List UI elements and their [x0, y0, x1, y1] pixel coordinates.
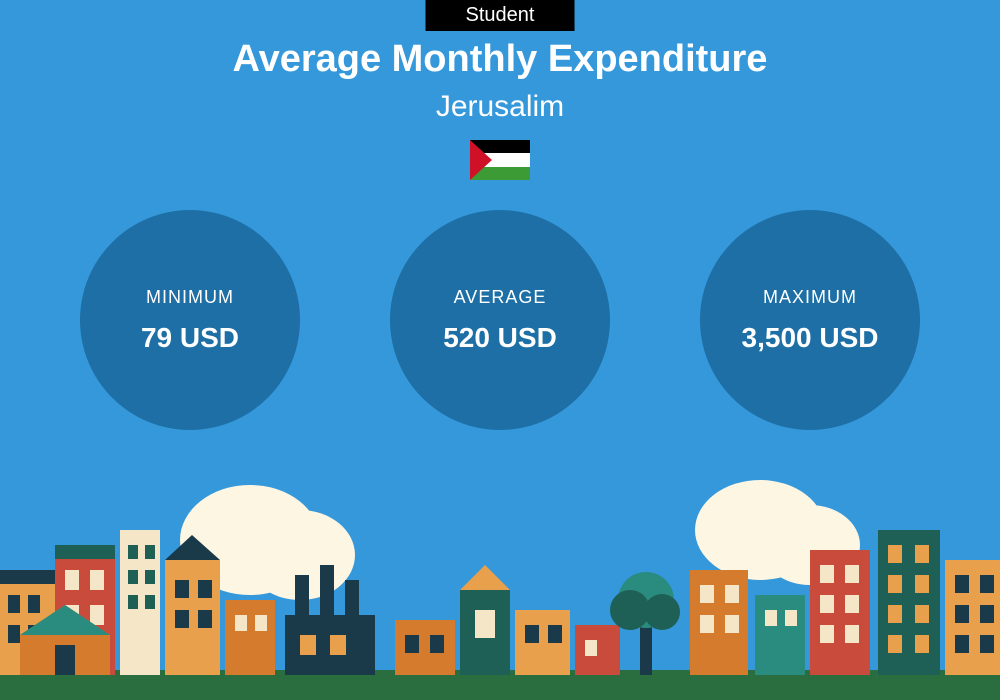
stat-value: 79 USD — [141, 322, 239, 354]
stat-label: MINIMUM — [146, 287, 234, 308]
page-subtitle: Jerusalim — [0, 90, 1000, 124]
stat-label: MAXIMUM — [763, 287, 857, 308]
page-title: Average Monthly Expenditure — [0, 38, 1000, 81]
flag-triangle — [470, 140, 492, 180]
stats-row: MINIMUM 79 USD AVERAGE 520 USD MAXIMUM 3… — [0, 210, 1000, 430]
category-badge: Student — [426, 0, 575, 31]
stat-value: 520 USD — [443, 322, 557, 354]
badge-text: Student — [466, 4, 535, 26]
stat-average: AVERAGE 520 USD — [390, 210, 610, 430]
stat-value: 3,500 USD — [742, 322, 879, 354]
flag-icon — [470, 140, 530, 180]
cityscape-illustration — [0, 460, 1000, 700]
stat-maximum: MAXIMUM 3,500 USD — [700, 210, 920, 430]
stat-minimum: MINIMUM 79 USD — [80, 210, 300, 430]
stat-label: AVERAGE — [454, 287, 547, 308]
